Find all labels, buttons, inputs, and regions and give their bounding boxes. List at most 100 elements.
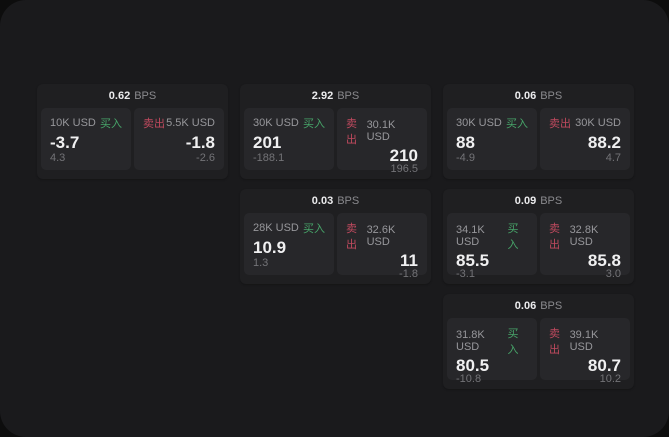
- cards-grid: 0.62 BPS 10K USD 买入 -3.7 4.3 卖出 5.5K USD…: [37, 84, 634, 389]
- buy-value: 10.9: [253, 237, 287, 257]
- buy-delta: -10.8: [456, 373, 482, 385]
- sell-value: 80.7: [587, 356, 621, 375]
- bps-value: 0.06: [514, 90, 537, 102]
- bps-value: 0.62: [108, 90, 131, 102]
- sell-label: 卖出: [346, 118, 357, 146]
- sell-label: 卖出: [549, 328, 560, 356]
- buy-panel[interactable]: 28K USD 买入 10.9 1.3: [244, 213, 334, 275]
- sell-delta: 196.5: [390, 163, 418, 175]
- sell-panel[interactable]: 卖出 30.1K USD 210 196.5: [337, 108, 427, 175]
- sell-panel-header: 卖出 39.1K USD: [549, 325, 621, 357]
- bps-unit-label: BPS: [337, 90, 360, 102]
- sell-amount: 30.1K USD: [366, 119, 396, 143]
- sell-amount: 39.1K USD: [569, 329, 599, 353]
- buy-panel[interactable]: 10K USD 买入 -3.7 4.3: [41, 108, 131, 170]
- sell-value: 85.8: [587, 251, 621, 270]
- card-body: 10K USD 买入 -3.7 4.3 卖出 5.5K USD -1.8 -2.…: [37, 108, 228, 170]
- card-body: 30K USD 买入 201 -188.1 卖出 30.1K USD 210 1…: [240, 108, 431, 175]
- card-header: 0.09 BPS: [443, 189, 634, 213]
- sell-panel[interactable]: 卖出 5.5K USD -1.8 -2.6: [134, 108, 224, 170]
- bps-unit-label: BPS: [540, 300, 563, 312]
- buy-delta: -188.1: [253, 152, 285, 164]
- buy-delta: -4.9: [456, 152, 475, 164]
- quote-card: 0.09 BPS 34.1K USD 买入 85.5 -3.1 卖出 32.8K…: [443, 189, 634, 284]
- buy-panel[interactable]: 34.1K USD 买入 85.5 -3.1: [447, 213, 537, 280]
- buy-value: 201: [253, 132, 282, 152]
- buy-label: 买入: [507, 328, 519, 356]
- buy-label: 买入: [303, 223, 325, 235]
- buy-amount: 31.8K USD: [456, 329, 485, 353]
- sell-value: 210: [389, 146, 418, 165]
- quote-card: 0.62 BPS 10K USD 买入 -3.7 4.3 卖出 5.5K USD…: [37, 84, 228, 179]
- buy-delta: 1.3: [253, 257, 269, 269]
- sell-amount: 32.8K USD: [569, 224, 599, 248]
- sell-delta: 3.0: [605, 268, 621, 280]
- buy-panel[interactable]: 30K USD 买入 201 -188.1: [244, 108, 334, 170]
- sell-panel-header: 卖出 32.8K USD: [549, 220, 621, 252]
- sell-panel-header: 卖出 5.5K USD: [143, 115, 215, 131]
- buy-panel[interactable]: 31.8K USD 买入 80.5 -10.8: [447, 318, 537, 385]
- bps-value: 0.09: [514, 195, 537, 207]
- buy-amount: 10K USD: [50, 117, 96, 129]
- card-header: 0.03 BPS: [240, 189, 431, 213]
- bps-unit-label: BPS: [540, 195, 563, 207]
- buy-amount: 30K USD: [456, 117, 502, 129]
- sell-amount: 5.5K USD: [166, 117, 215, 129]
- sell-delta: 4.7: [605, 152, 621, 164]
- buy-panel[interactable]: 30K USD 买入 88 -4.9: [447, 108, 537, 170]
- sell-panel[interactable]: 卖出 30K USD 88.2 4.7: [540, 108, 630, 170]
- card-header: 0.62 BPS: [37, 84, 228, 108]
- sell-label: 卖出: [549, 118, 571, 130]
- card-header: 0.06 BPS: [443, 84, 634, 108]
- sell-panel-header: 卖出 32.6K USD: [346, 220, 418, 252]
- sell-value: 11: [400, 251, 418, 270]
- bps-value: 2.92: [311, 90, 334, 102]
- buy-amount: 34.1K USD: [456, 224, 485, 248]
- card-header: 2.92 BPS: [240, 84, 431, 108]
- sell-panel[interactable]: 卖出 32.6K USD 11 -1.8: [337, 213, 427, 280]
- bps-unit-label: BPS: [134, 90, 157, 102]
- card-body: 31.8K USD 买入 80.5 -10.8 卖出 39.1K USD 80.…: [443, 318, 634, 385]
- sell-amount: 30K USD: [575, 117, 621, 129]
- card-body: 34.1K USD 买入 85.5 -3.1 卖出 32.8K USD 85.8…: [443, 213, 634, 280]
- buy-panel-header: 31.8K USD 买入: [456, 325, 528, 357]
- sell-panel-header: 卖出 30K USD: [549, 115, 621, 131]
- buy-amount: 28K USD: [253, 222, 299, 234]
- sell-delta: -1.8: [399, 268, 418, 280]
- buy-value: 80.5: [456, 356, 490, 375]
- bps-unit-label: BPS: [540, 90, 563, 102]
- bps-value: 0.03: [311, 195, 334, 207]
- sell-delta: -2.6: [196, 152, 215, 164]
- buy-label: 买入: [507, 223, 519, 251]
- buy-value: -3.7: [50, 132, 80, 152]
- buy-value: 85.5: [456, 251, 490, 270]
- bps-value: 0.06: [514, 300, 537, 312]
- sell-label: 卖出: [346, 223, 357, 251]
- card-header: 0.06 BPS: [443, 294, 634, 318]
- buy-panel-header: 30K USD 买入: [456, 115, 528, 131]
- sell-value: -1.8: [185, 132, 215, 152]
- card-body: 28K USD 买入 10.9 1.3 卖出 32.6K USD 11 -1.8: [240, 213, 431, 280]
- bps-unit-label: BPS: [337, 195, 360, 207]
- quote-card: 0.06 BPS 30K USD 买入 88 -4.9 卖出 30K USD 8…: [443, 84, 634, 179]
- sell-panel[interactable]: 卖出 32.8K USD 85.8 3.0: [540, 213, 630, 280]
- buy-panel-header: 28K USD 买入: [253, 220, 325, 236]
- sell-panel[interactable]: 卖出 39.1K USD 80.7 10.2: [540, 318, 630, 385]
- sell-label: 卖出: [143, 118, 165, 130]
- buy-value: 88: [456, 132, 475, 152]
- buy-amount: 30K USD: [253, 117, 299, 129]
- buy-panel-header: 10K USD 买入: [50, 115, 122, 131]
- sell-label: 卖出: [549, 223, 560, 251]
- buy-panel-header: 30K USD 买入: [253, 115, 325, 131]
- quote-card: 0.06 BPS 31.8K USD 买入 80.5 -10.8 卖出 39.1…: [443, 294, 634, 389]
- sell-value: 88.2: [587, 132, 621, 152]
- quote-card: 2.92 BPS 30K USD 买入 201 -188.1 卖出 30.1K …: [240, 84, 431, 179]
- buy-label: 买入: [506, 118, 528, 130]
- buy-delta: -3.1: [456, 268, 475, 280]
- buy-label: 买入: [100, 118, 122, 130]
- buy-label: 买入: [303, 118, 325, 130]
- sell-panel-header: 卖出 30.1K USD: [346, 115, 418, 147]
- card-body: 30K USD 买入 88 -4.9 卖出 30K USD 88.2 4.7: [443, 108, 634, 170]
